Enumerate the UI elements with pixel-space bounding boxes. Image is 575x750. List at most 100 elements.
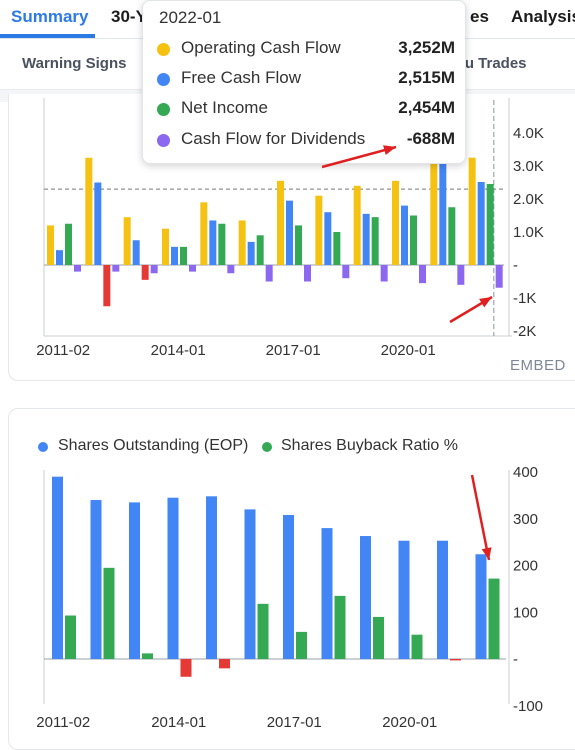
tab-30-year[interactable]: 30-Y bbox=[111, 7, 147, 26]
bar-free-cash-flow bbox=[247, 241, 255, 265]
bar-cash-flow-for-dividends bbox=[304, 265, 311, 282]
bar-net-income bbox=[333, 232, 341, 265]
bar-shares-outstanding-eop- bbox=[437, 540, 448, 659]
bar-cash-flow-for-dividends bbox=[189, 265, 196, 272]
bar-shares-buyback-ratio- bbox=[296, 631, 307, 659]
bar-shares-outstanding-eop- bbox=[206, 496, 217, 659]
bar-cash-flow-for-dividends bbox=[495, 265, 503, 288]
annotation-arrows bbox=[321, 145, 493, 561]
tooltip-row-free-cash-flow: Free Cash Flow 2,515M bbox=[157, 68, 455, 92]
bar-operating-cash-flow bbox=[200, 202, 208, 265]
bar-shares-outstanding-eop- bbox=[283, 515, 294, 659]
bar-net-income bbox=[448, 207, 456, 265]
tooltip-dot-icon bbox=[157, 73, 170, 86]
bar-shares-outstanding-eop- bbox=[90, 500, 102, 659]
bar-cash-flow-for-dividends bbox=[342, 265, 350, 279]
bar-shares-outstanding-eop- bbox=[360, 536, 371, 659]
bar-shares-outstanding-eop- bbox=[129, 502, 140, 659]
x-tick-label: 2014-01 bbox=[151, 714, 206, 731]
bar-net-income bbox=[256, 235, 264, 265]
bar-operating-cash-flow bbox=[123, 217, 131, 265]
bar-operating-cash-flow bbox=[162, 228, 169, 265]
chart-tooltip: 2022-01 Operating Cash Flow 3,252M Free … bbox=[142, 0, 466, 164]
bar-operating-cash-flow bbox=[277, 180, 284, 265]
bar-shares-buyback-ratio- bbox=[103, 567, 115, 659]
bar-shares-buyback-ratio- bbox=[411, 634, 423, 659]
shares-chart[interactable]: 400 300 200 100 - -100 2011-02 2014-01 2017-01 20… bbox=[0, 0, 575, 731]
bar-cash-flow-for-dividends bbox=[265, 265, 273, 282]
bar-cash-flow-for-dividends bbox=[74, 265, 81, 272]
x-tick-label: 2017-01 bbox=[266, 342, 321, 359]
tab-analysis[interactable]: Analysis bbox=[511, 7, 575, 26]
tooltip-dot-icon bbox=[157, 134, 170, 147]
tab-summary[interactable]: Summary bbox=[11, 7, 89, 26]
embed-link[interactable]: EMBED bbox=[510, 357, 566, 374]
y-tick-label: 100 bbox=[513, 604, 538, 621]
active-tab-indicator bbox=[0, 34, 95, 38]
bar-operating-cash-flow bbox=[392, 180, 399, 265]
bar-shares-outstanding-eop- bbox=[167, 497, 179, 659]
x-tick-label: 2020-01 bbox=[381, 342, 436, 359]
tooltip-value: 2,515M bbox=[398, 68, 455, 87]
bar-net-income bbox=[103, 265, 111, 307]
x-tick-label: 2011-02 bbox=[36, 714, 90, 731]
legend-shares-outstanding[interactable]: Shares Outstanding (EOP) bbox=[58, 437, 249, 454]
bar-net-income bbox=[295, 225, 302, 265]
bar-shares-buyback-ratio- bbox=[334, 595, 346, 659]
y-tick-label: -2K bbox=[513, 323, 536, 340]
legend-buyback-ratio[interactable]: Shares Buyback Ratio % bbox=[281, 437, 458, 454]
bar-free-cash-flow bbox=[171, 246, 178, 265]
tooltip-row-operating-cash-flow: Operating Cash Flow 3,252M bbox=[157, 38, 455, 62]
bar-shares-outstanding-eop- bbox=[398, 540, 410, 659]
bar-cash-flow-for-dividends bbox=[150, 265, 158, 274]
legend-dot-buyback-ratio bbox=[262, 442, 272, 452]
bar-free-cash-flow bbox=[56, 250, 63, 265]
bar-shares-buyback-ratio- bbox=[373, 616, 384, 659]
legend-dot-shares-outstanding bbox=[38, 442, 48, 452]
bar-shares-buyback-ratio- bbox=[488, 578, 500, 659]
arrow-to-dividend-value bbox=[321, 145, 397, 169]
bar-free-cash-flow bbox=[401, 205, 408, 265]
bar-cash-flow-for-dividends bbox=[419, 265, 426, 284]
tab-partial[interactable]: es bbox=[470, 7, 489, 26]
bar-net-income bbox=[410, 215, 417, 265]
bar-shares-buyback-ratio- bbox=[142, 653, 153, 659]
bar-operating-cash-flow bbox=[430, 159, 438, 265]
bar-free-cash-flow bbox=[132, 240, 140, 265]
y-tick-label: 200 bbox=[513, 558, 538, 575]
y-tick-label: -100 bbox=[513, 698, 543, 715]
bar-free-cash-flow bbox=[477, 182, 485, 265]
bar-free-cash-flow bbox=[209, 220, 217, 265]
subnav-guru-trades[interactable]: ru Trades bbox=[459, 55, 527, 72]
bar-shares-buyback-ratio- bbox=[257, 603, 269, 659]
x-tick-label: 2020-01 bbox=[382, 714, 437, 731]
bar-shares-outstanding-eop- bbox=[52, 476, 63, 659]
bar-free-cash-flow bbox=[286, 200, 293, 265]
x-tick-label: 2011-02 bbox=[36, 342, 90, 359]
cash-flow-chart[interactable]: 4.0K 3.0K 2.0K 1.0K - -1K -2K 2011-02 2014-01 201… bbox=[0, 0, 575, 729]
bar-net-income bbox=[65, 223, 72, 265]
arrow-shaft bbox=[470, 474, 491, 561]
arrow-shaft bbox=[321, 145, 397, 169]
bar-free-cash-flow bbox=[94, 182, 102, 265]
bar-shares-outstanding-eop- bbox=[475, 554, 487, 659]
tooltip-title: 2022-01 bbox=[159, 8, 222, 27]
arrow-head bbox=[479, 297, 492, 308]
bar-net-income bbox=[180, 246, 187, 265]
bar-net-income bbox=[486, 184, 494, 265]
y-tick-label: - bbox=[513, 257, 518, 274]
bar-shares-outstanding-eop- bbox=[321, 528, 333, 659]
bar-shares-buyback-ratio- bbox=[65, 615, 76, 659]
bar-net-income bbox=[371, 217, 379, 265]
subnav-warning-signs[interactable]: Warning Signs bbox=[22, 55, 127, 72]
bar-shares-buyback-ratio- bbox=[180, 659, 192, 677]
tooltip-dot-icon bbox=[157, 103, 170, 116]
y-tick-label: 300 bbox=[513, 511, 538, 528]
bar-cash-flow-for-dividends bbox=[112, 265, 120, 272]
bar-cash-flow-for-dividends bbox=[227, 265, 235, 274]
bar-free-cash-flow bbox=[439, 161, 447, 265]
arrow-head bbox=[481, 547, 492, 560]
bar-net-income bbox=[141, 265, 149, 280]
bar-operating-cash-flow bbox=[468, 157, 476, 265]
y-tick-label: 4.0K bbox=[513, 125, 544, 142]
